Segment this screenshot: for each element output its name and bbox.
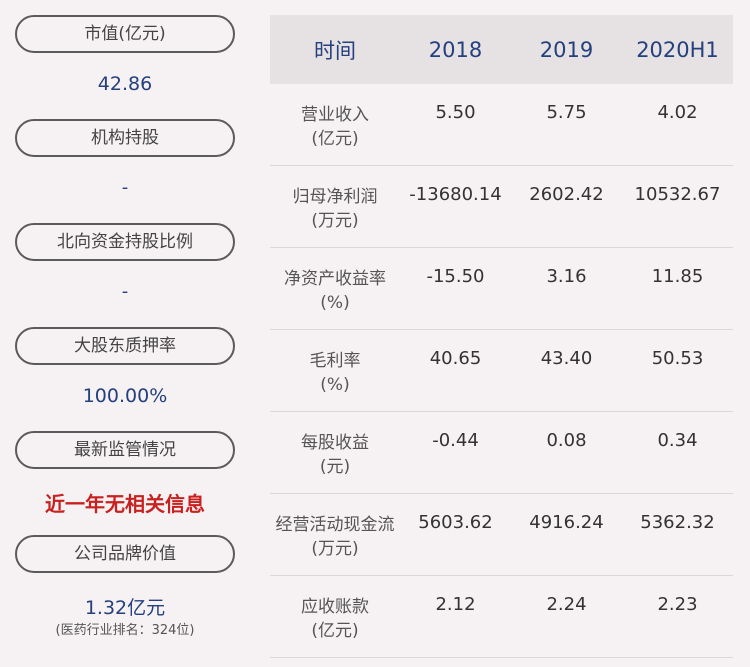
table-row: 营业收入 (亿元) 5.50 5.75 4.02: [270, 84, 733, 166]
table-cell: 11.85: [651, 266, 704, 287]
financial-table: 时间 2018 2019 2020H1 营业收入 (亿元) 5.50 5.75 …: [270, 15, 733, 658]
row-label-name: 经营活动现金流: [275, 515, 395, 535]
market-cap-value: 42.86: [97, 73, 153, 95]
table-cell: 4.02: [657, 102, 698, 123]
left-summary-panel: 市值(亿元) 42.86 机构持股 - 北向资金持股比例 - 大股东质押率 10…: [0, 0, 250, 667]
table-cell: 2.23: [657, 594, 698, 615]
table-cell: 10532.67: [634, 184, 721, 205]
table-cell: 2602.42: [529, 184, 604, 205]
table-cell: 43.40: [540, 348, 593, 369]
row-label-name: 营业收入: [301, 105, 369, 125]
row-label-name: 应收账款: [301, 597, 369, 617]
row-label-unit: (亿元): [311, 621, 359, 641]
row-label-unit: (万元): [311, 211, 359, 231]
row-label: 经营活动现金流 (万元): [270, 494, 400, 561]
market-cap-label: 市值(亿元): [15, 15, 235, 53]
row-label: 应收账款 (亿元): [270, 576, 400, 643]
institutional-holdings-value: -: [121, 177, 129, 198]
table-cell: 50.53: [651, 348, 704, 369]
table-row: 应收账款 (亿元) 2.12 2.24 2.23: [270, 576, 733, 658]
row-label: 营业收入 (亿元): [270, 84, 400, 151]
regulatory-status-value: 近一年无相关信息: [45, 492, 205, 516]
row-label-name: 归母净利润: [292, 187, 378, 207]
table-cell: 5.50: [435, 102, 476, 123]
brand-value-label: 公司品牌价值: [15, 535, 235, 573]
table-cell: 0.08: [546, 430, 587, 451]
row-label-name: 毛利率: [309, 351, 361, 371]
pledge-ratio-value: 100.00%: [82, 385, 168, 407]
header-2019: 2019: [539, 37, 594, 62]
row-label-unit: (亿元): [311, 129, 359, 149]
table-row: 净资产收益率 (%) -15.50 3.16 11.85: [270, 248, 733, 330]
row-label-name: 每股收益: [301, 433, 369, 453]
regulatory-status-label: 最新监管情况: [15, 431, 235, 469]
table-cell: 2.12: [435, 594, 476, 615]
table-cell: 2.24: [546, 594, 587, 615]
table-cell: 0.34: [657, 430, 698, 451]
row-label: 每股收益 (元): [270, 412, 400, 479]
northbound-holding-label: 北向资金持股比例: [15, 223, 235, 261]
row-label: 净资产收益率 (%): [270, 248, 400, 315]
pledge-ratio-label: 大股东质押率: [15, 327, 235, 365]
brand-value-value: 1.32亿元: [84, 597, 166, 619]
row-label: 归母净利润 (万元): [270, 166, 400, 233]
row-label-unit: (%): [320, 293, 350, 313]
table-row: 经营活动现金流 (万元) 5603.62 4916.24 5362.32: [270, 494, 733, 576]
table-header: 时间 2018 2019 2020H1: [270, 15, 733, 84]
row-label-unit: (元): [319, 457, 351, 477]
table-cell: 5362.32: [640, 512, 715, 533]
row-label-name: 净资产收益率: [284, 269, 386, 289]
header-period: 时间: [314, 38, 356, 63]
table-cell: -13680.14: [409, 184, 502, 205]
table-cell: 4916.24: [529, 512, 604, 533]
table-cell: 5.75: [546, 102, 587, 123]
brand-rank-note: (医药行业排名：324位): [55, 623, 195, 638]
table-cell: 3.16: [546, 266, 587, 287]
northbound-holding-value: -: [121, 281, 129, 302]
row-label: 毛利率 (%): [270, 330, 400, 397]
table-cell: -15.50: [426, 266, 485, 287]
table-row: 归母净利润 (万元) -13680.14 2602.42 10532.67: [270, 166, 733, 248]
institutional-holdings-label: 机构持股: [15, 119, 235, 157]
table-cell: -0.44: [432, 430, 479, 451]
table-cell: 5603.62: [418, 512, 493, 533]
header-2020h1: 2020H1: [636, 37, 719, 62]
row-label-unit: (万元): [311, 539, 359, 559]
header-2018: 2018: [428, 37, 483, 62]
table-cell: 40.65: [429, 348, 482, 369]
table-row: 每股收益 (元) -0.44 0.08 0.34: [270, 412, 733, 494]
row-label-unit: (%): [320, 375, 350, 395]
table-row: 毛利率 (%) 40.65 43.40 50.53: [270, 330, 733, 412]
